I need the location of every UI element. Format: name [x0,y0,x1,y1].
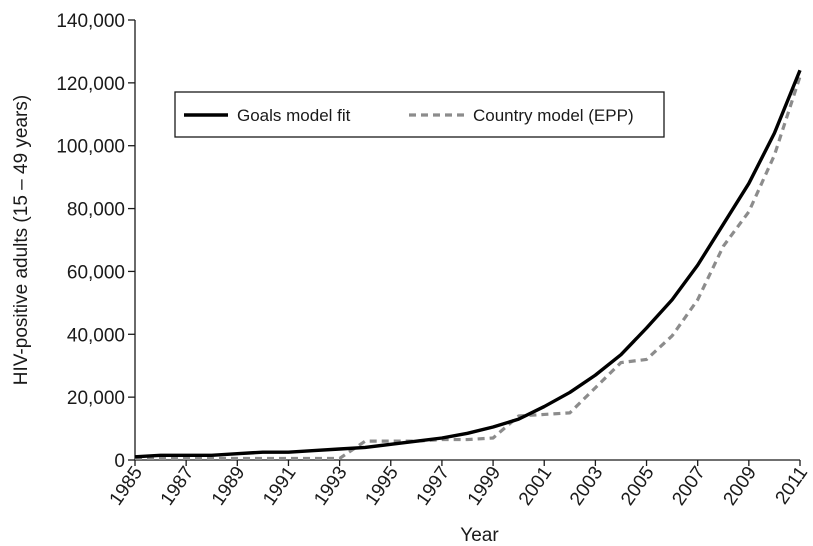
series-layer [134,69,802,461]
x-tick-label: 1997 [413,463,454,510]
x-tick-label: 1995 [361,463,402,510]
x-tick-label: 1999 [464,463,505,510]
series-line-goals [134,69,802,459]
x-tick-label: 1989 [208,463,249,510]
x-tick-label: 2003 [566,463,607,510]
x-axis-title: Year [460,525,499,546]
legend-label-goals: Goals model fit [237,106,351,125]
axes [134,20,800,461]
y-tick-label: 80,000 [67,200,125,221]
y-tick-label: 140,000 [56,11,125,32]
y-axis-ticks: 0 20,000 40,000 60,000 80,000 100,000 120,000 1… [56,11,135,472]
x-tick-label: 2011 [771,463,812,509]
y-tick-label: 100,000 [56,137,125,158]
y-axis-title: HIV-positive adults (15 – 49 years) [11,95,32,385]
x-tick-label: 1993 [310,463,351,510]
series-line-epp [135,76,802,461]
x-tick-label: 2007 [668,463,709,510]
legend: Goals model fit Country model (EPP) [174,91,665,138]
x-tick-label: 1985 [106,463,147,510]
legend-label-epp: Country model (EPP) [473,106,634,125]
y-tick-label: 120,000 [56,74,125,95]
x-tick-label: 1987 [157,463,198,510]
x-tick-label: 2001 [515,463,556,510]
x-tick-label: 2009 [719,463,760,510]
x-axis-ticks: 1985 1987 1989 1991 1993 1995 1997 1999 2001 2003… [106,460,812,510]
x-tick-label: 1991 [259,463,300,510]
y-tick-label: 60,000 [67,262,125,283]
y-tick-label: 20,000 [67,388,125,409]
y-tick-label: 0 [114,451,125,472]
y-tick-label: 40,000 [67,325,125,346]
legend-box [174,91,665,138]
x-tick-label: 2005 [617,463,658,510]
